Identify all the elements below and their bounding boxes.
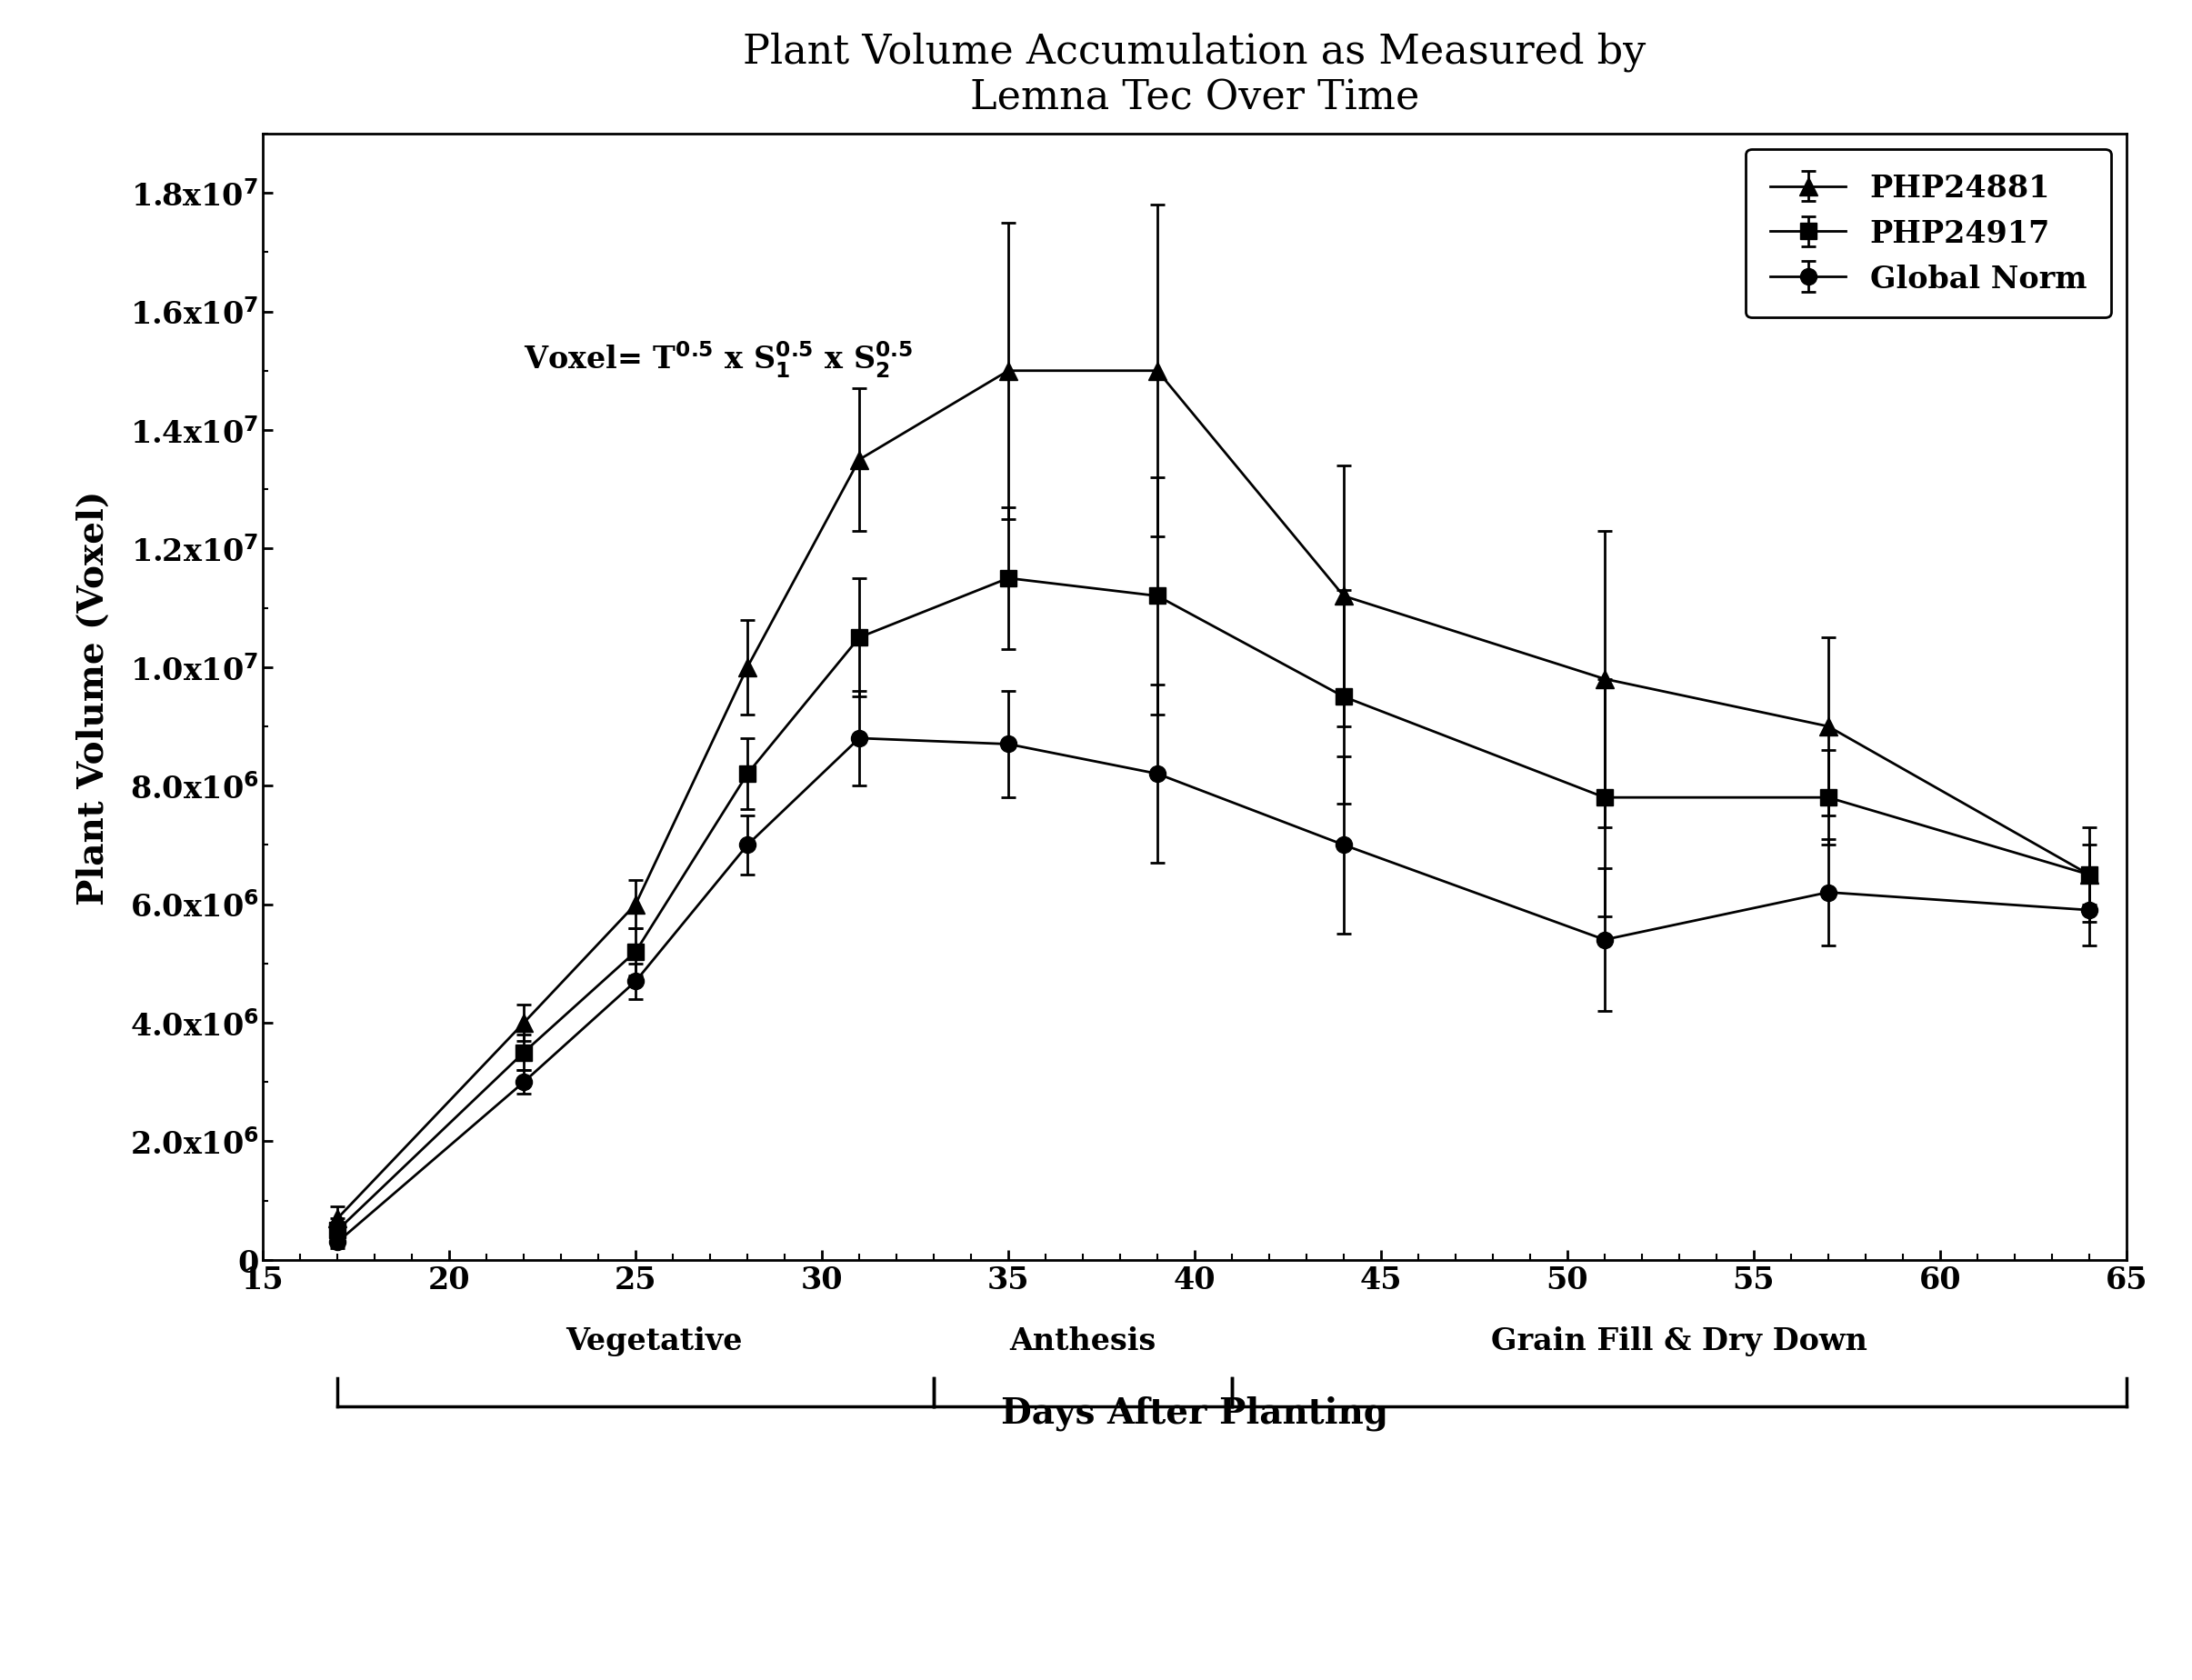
Text: Anthesis: Anthesis [1011, 1326, 1155, 1356]
Text: Grain Fill & Dry Down: Grain Fill & Dry Down [1491, 1326, 1868, 1356]
Title: Plant Volume Accumulation as Measured by
Lemna Tec Over Time: Plant Volume Accumulation as Measured by… [743, 32, 1646, 118]
Text: Vegetative: Vegetative [566, 1326, 743, 1356]
Y-axis label: Plant Volume (Voxel): Plant Volume (Voxel) [77, 491, 110, 904]
X-axis label: Days After Planting: Days After Planting [1002, 1396, 1388, 1430]
Legend: PHP24881, PHP24917, Global Norm: PHP24881, PHP24917, Global Norm [1745, 150, 2111, 318]
Text: Voxel= T$^{\mathbf{0.5}}$ x S$_{\mathbf{1}}^{\mathbf{0.5}}$ x S$_{\mathbf{2}}^{\: Voxel= T$^{\mathbf{0.5}}$ x S$_{\mathbf{… [524, 339, 914, 380]
